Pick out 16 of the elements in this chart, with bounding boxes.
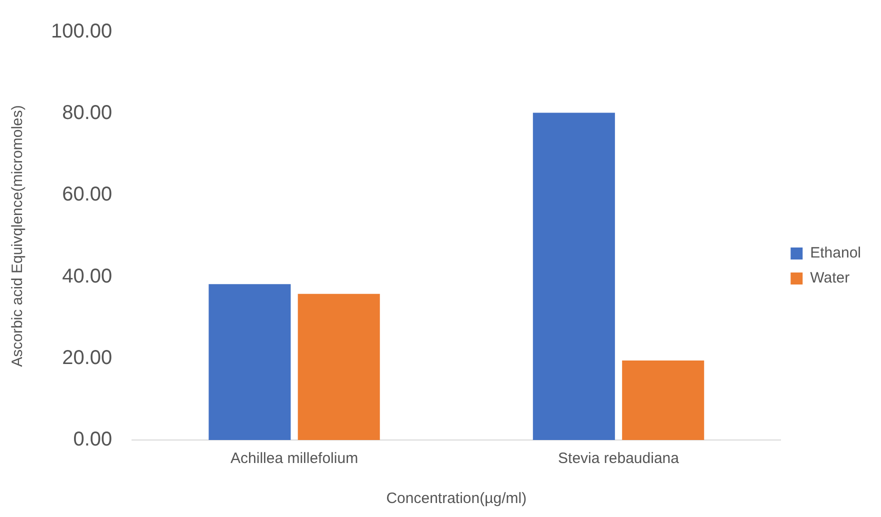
- y-tick-label: 80.00: [62, 102, 112, 124]
- y-axis-title: Ascorbic acid Equivqlence(micromoles): [9, 105, 26, 367]
- bar: [532, 112, 615, 440]
- x-tick-label: Stevia rebaudiana: [558, 450, 680, 468]
- y-tick-label: 40.00: [62, 265, 112, 288]
- bar: [622, 360, 704, 440]
- legend-label: Water: [810, 270, 850, 287]
- legend-label: Ethanol: [810, 244, 861, 262]
- y-tick-label: 0.00: [73, 428, 112, 451]
- bar: [298, 294, 380, 440]
- y-tick-label: 20.00: [62, 346, 112, 369]
- x-tick-label: Achillea millefolium: [230, 450, 358, 468]
- y-tick-label: 60.00: [62, 184, 112, 206]
- y-tick-label: 100.00: [51, 20, 112, 43]
- bar: [208, 284, 291, 440]
- x-axis-title: Concentration(µg/ml): [386, 490, 527, 508]
